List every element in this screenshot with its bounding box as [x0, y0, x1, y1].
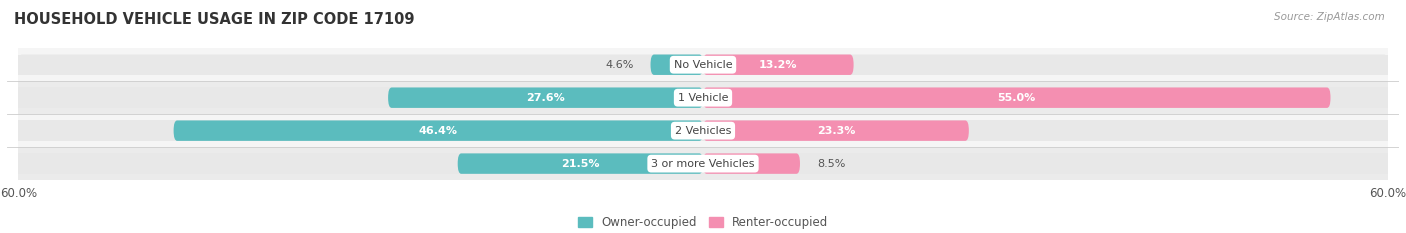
Text: 8.5%: 8.5% — [817, 159, 845, 169]
FancyBboxPatch shape — [703, 120, 1388, 141]
FancyBboxPatch shape — [651, 55, 703, 75]
FancyBboxPatch shape — [703, 87, 1388, 108]
Text: 4.6%: 4.6% — [605, 60, 633, 70]
Text: 13.2%: 13.2% — [759, 60, 797, 70]
Text: 2 Vehicles: 2 Vehicles — [675, 126, 731, 136]
Text: 23.3%: 23.3% — [817, 126, 855, 136]
Bar — [18, 55, 703, 75]
Bar — [18, 114, 1388, 147]
FancyBboxPatch shape — [458, 153, 703, 174]
FancyBboxPatch shape — [18, 120, 703, 141]
Bar — [18, 147, 1388, 180]
FancyBboxPatch shape — [703, 153, 800, 174]
Bar — [703, 153, 1388, 174]
Bar — [703, 120, 1388, 141]
Bar — [18, 153, 703, 174]
Text: 55.0%: 55.0% — [998, 93, 1036, 103]
Bar — [703, 55, 1388, 75]
Text: 1 Vehicle: 1 Vehicle — [678, 93, 728, 103]
FancyBboxPatch shape — [703, 120, 969, 141]
FancyBboxPatch shape — [18, 153, 703, 174]
FancyBboxPatch shape — [173, 120, 703, 141]
FancyBboxPatch shape — [703, 55, 1388, 75]
Text: Source: ZipAtlas.com: Source: ZipAtlas.com — [1274, 12, 1385, 22]
FancyBboxPatch shape — [388, 87, 703, 108]
Text: 46.4%: 46.4% — [419, 126, 458, 136]
FancyBboxPatch shape — [703, 87, 1330, 108]
Bar — [18, 81, 1388, 114]
Text: 21.5%: 21.5% — [561, 159, 599, 169]
FancyBboxPatch shape — [703, 153, 1388, 174]
Legend: Owner-occupied, Renter-occupied: Owner-occupied, Renter-occupied — [574, 212, 832, 233]
Bar — [18, 48, 1388, 81]
Text: 3 or more Vehicles: 3 or more Vehicles — [651, 159, 755, 169]
FancyBboxPatch shape — [703, 55, 853, 75]
Bar — [18, 120, 703, 141]
Bar — [18, 87, 703, 108]
FancyBboxPatch shape — [18, 87, 703, 108]
Bar — [703, 87, 1388, 108]
FancyBboxPatch shape — [18, 55, 703, 75]
Text: No Vehicle: No Vehicle — [673, 60, 733, 70]
Text: HOUSEHOLD VEHICLE USAGE IN ZIP CODE 17109: HOUSEHOLD VEHICLE USAGE IN ZIP CODE 1710… — [14, 12, 415, 27]
Text: 27.6%: 27.6% — [526, 93, 565, 103]
